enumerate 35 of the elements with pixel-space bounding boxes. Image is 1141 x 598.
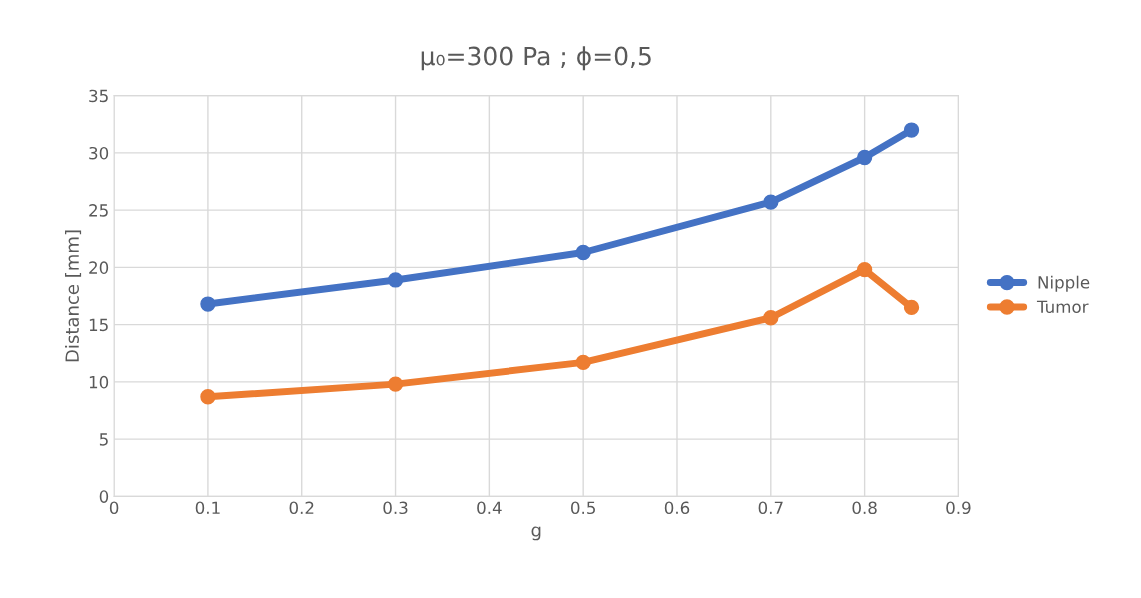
point <box>856 262 873 278</box>
x-tick-label: 0.9 <box>946 501 971 515</box>
y-tick-label: 0 <box>99 490 109 503</box>
x-tick-label: 0.3 <box>383 501 408 515</box>
y-tick-label: 10 <box>89 375 109 389</box>
y-axis-title: Distance [mm] <box>65 230 82 362</box>
point <box>200 389 216 405</box>
point <box>575 354 591 371</box>
x-tick-label: 0.5 <box>571 501 595 515</box>
y-tick-label: 5 <box>99 433 108 446</box>
point <box>903 299 920 316</box>
y-tick-label: 35 <box>89 89 108 103</box>
x-tick-label: 0.1 <box>195 501 220 515</box>
x-axis-title: g <box>531 526 541 541</box>
y-tick-label: 15 <box>89 318 108 332</box>
x-tick-label: 0.2 <box>289 501 314 515</box>
point <box>763 310 779 326</box>
legend-label: Nipple <box>1038 275 1090 292</box>
legend-label: Tumor <box>1036 300 1089 314</box>
point <box>387 272 404 288</box>
x-tick-label: 0.6 <box>664 501 690 515</box>
point <box>200 296 216 312</box>
point <box>387 376 404 392</box>
point <box>763 194 779 210</box>
chart-title: μ₀=300 Pa ; ϕ=0,5 <box>421 46 651 71</box>
point <box>903 122 920 138</box>
y-tick-label: 20 <box>89 261 109 274</box>
point <box>575 244 591 261</box>
y-tick-label: 25 <box>89 204 108 217</box>
x-tick-label: 0.8 <box>852 501 877 515</box>
x-tick-label: 0.4 <box>477 501 502 515</box>
x-tick-label: 0 <box>109 501 119 515</box>
point <box>856 149 873 166</box>
y-tick-label: 30 <box>89 146 109 160</box>
x-tick-label: 0.7 <box>758 501 783 515</box>
